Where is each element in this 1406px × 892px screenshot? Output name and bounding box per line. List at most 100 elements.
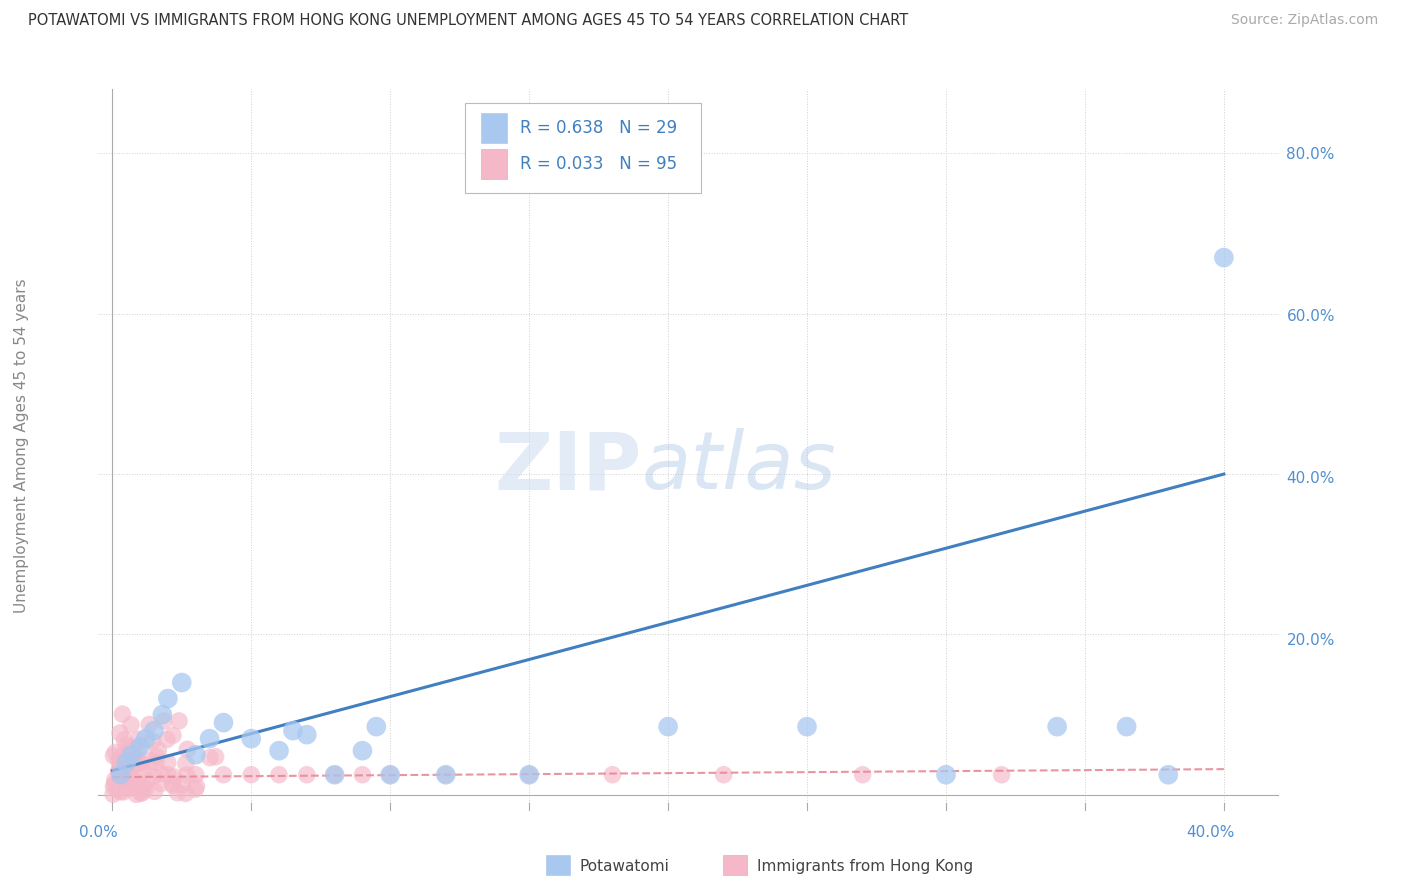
Point bbox=[352, 768, 374, 782]
Point bbox=[128, 732, 150, 747]
Point bbox=[212, 715, 235, 730]
Point bbox=[118, 740, 141, 755]
Point bbox=[167, 714, 190, 728]
Point bbox=[198, 731, 221, 746]
Point bbox=[143, 723, 166, 738]
Text: 40.0%: 40.0% bbox=[1185, 825, 1234, 840]
Point bbox=[111, 707, 134, 722]
Point bbox=[124, 748, 146, 763]
FancyBboxPatch shape bbox=[481, 113, 508, 144]
Point bbox=[352, 744, 374, 758]
Point bbox=[517, 768, 540, 782]
Point bbox=[101, 787, 124, 801]
Point bbox=[295, 728, 318, 742]
Point bbox=[170, 778, 193, 792]
Point bbox=[380, 768, 402, 782]
Text: 0.0%: 0.0% bbox=[79, 825, 118, 840]
Point bbox=[174, 756, 197, 771]
Point bbox=[152, 714, 174, 728]
Point bbox=[990, 768, 1012, 782]
Point bbox=[935, 768, 957, 782]
Point bbox=[1115, 720, 1137, 734]
Point bbox=[110, 768, 132, 782]
Point bbox=[852, 768, 875, 782]
Point bbox=[156, 691, 179, 706]
Point bbox=[112, 767, 135, 781]
Point bbox=[434, 768, 457, 782]
Text: ZIP: ZIP bbox=[495, 428, 641, 507]
Point bbox=[127, 777, 149, 791]
Point bbox=[162, 776, 184, 790]
Point bbox=[156, 756, 179, 770]
Point bbox=[120, 718, 142, 732]
Point bbox=[132, 764, 155, 779]
Point bbox=[111, 748, 134, 763]
Point bbox=[110, 753, 132, 767]
Point bbox=[602, 768, 624, 782]
Point bbox=[142, 769, 165, 783]
Point bbox=[212, 768, 235, 782]
Point bbox=[166, 786, 188, 800]
Text: 20.0%: 20.0% bbox=[1286, 633, 1334, 648]
Point bbox=[162, 779, 184, 793]
Point bbox=[174, 786, 197, 800]
Point bbox=[135, 782, 157, 797]
Point bbox=[434, 768, 457, 782]
Point bbox=[163, 770, 186, 784]
Point bbox=[150, 766, 173, 780]
Point bbox=[796, 720, 818, 734]
Point bbox=[110, 758, 132, 772]
Point bbox=[1157, 768, 1180, 782]
Point bbox=[127, 743, 149, 757]
Point bbox=[135, 773, 157, 788]
Point bbox=[122, 778, 145, 792]
Point bbox=[103, 780, 125, 794]
Point bbox=[115, 749, 138, 764]
Point bbox=[145, 756, 167, 770]
Point bbox=[121, 772, 143, 787]
Point bbox=[120, 774, 142, 789]
Point bbox=[132, 780, 155, 794]
Point bbox=[170, 675, 193, 690]
Point bbox=[115, 739, 138, 753]
Point bbox=[111, 770, 134, 784]
Point bbox=[176, 768, 198, 782]
Point bbox=[125, 788, 148, 802]
Point bbox=[184, 782, 207, 797]
Point bbox=[204, 749, 226, 764]
Point bbox=[108, 726, 131, 740]
Point bbox=[103, 748, 125, 763]
Point bbox=[156, 768, 179, 782]
Point bbox=[162, 728, 184, 742]
Text: 40.0%: 40.0% bbox=[1286, 471, 1334, 486]
Point bbox=[657, 720, 679, 734]
Point bbox=[184, 768, 207, 782]
Point bbox=[139, 754, 162, 768]
Point bbox=[380, 768, 402, 782]
Point bbox=[129, 786, 152, 800]
Point bbox=[142, 734, 165, 748]
Point bbox=[129, 756, 152, 770]
Point bbox=[108, 765, 131, 780]
Point bbox=[186, 780, 208, 794]
Point bbox=[107, 783, 129, 797]
Point bbox=[110, 785, 132, 799]
Point bbox=[1212, 251, 1234, 265]
Point bbox=[150, 707, 173, 722]
Point bbox=[240, 731, 263, 746]
Point bbox=[138, 717, 160, 731]
Point bbox=[107, 753, 129, 767]
Point bbox=[143, 784, 166, 798]
Point bbox=[124, 747, 146, 761]
Point bbox=[121, 769, 143, 783]
Point bbox=[240, 768, 263, 782]
Point bbox=[125, 755, 148, 769]
Point bbox=[129, 739, 152, 754]
Point bbox=[366, 720, 388, 734]
Point bbox=[118, 760, 141, 774]
Point bbox=[115, 756, 138, 770]
Point bbox=[148, 743, 170, 757]
Point bbox=[323, 768, 346, 782]
Point bbox=[295, 768, 318, 782]
Text: Immigrants from Hong Kong: Immigrants from Hong Kong bbox=[756, 859, 973, 873]
